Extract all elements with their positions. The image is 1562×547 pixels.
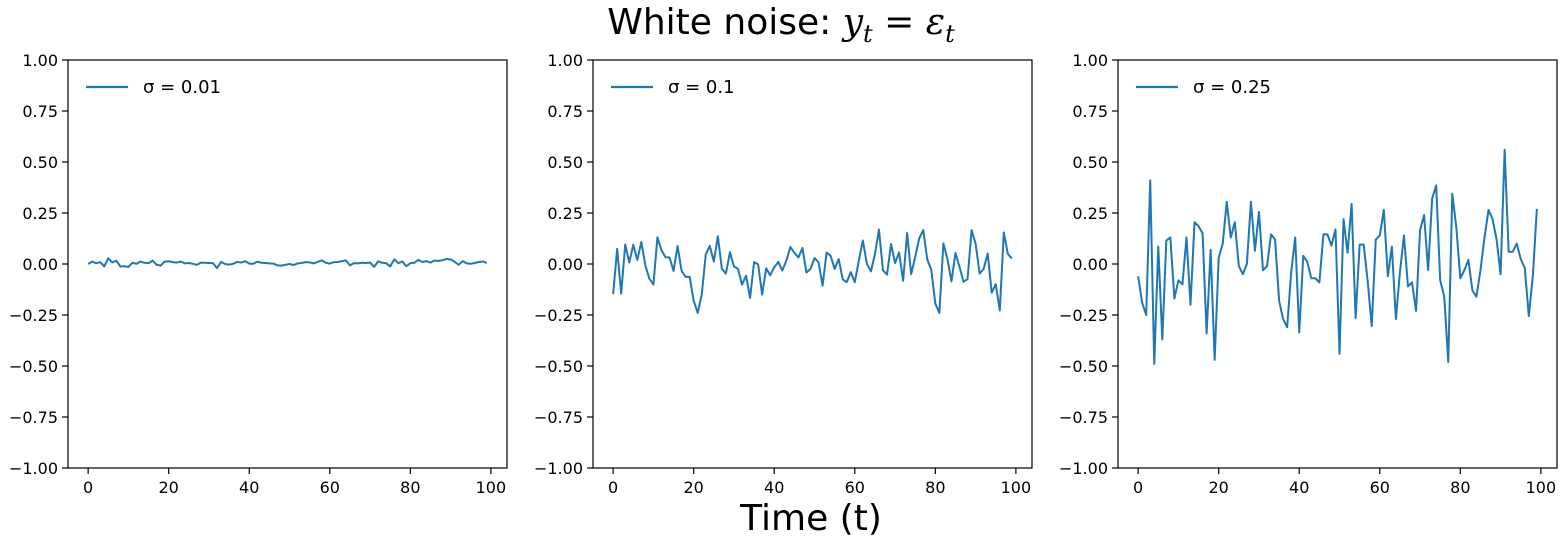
x-tick-label: 80 — [925, 478, 945, 497]
y-tick-label: 0.25 — [22, 204, 58, 223]
y-tick-label: −0.25 — [1059, 306, 1108, 325]
y-tick-label: −0.25 — [534, 306, 583, 325]
y-tick-label: 1.00 — [547, 51, 583, 70]
series-line — [1137, 148, 1538, 365]
figure-title-math-rhs: ε — [925, 2, 946, 43]
legend-label: σ = 0.01 — [143, 77, 221, 98]
y-tick-label: 0.50 — [22, 153, 58, 172]
x-tick-label: 0 — [608, 478, 618, 497]
figure-title-math: yt = εt — [842, 2, 955, 48]
y-tick-label: −0.25 — [9, 306, 58, 325]
subplot-3: 0 20 40 60 80 100 −1.00 −0.75 −0.50 −0.25 0.00 0.25… — [1059, 51, 1558, 497]
figure-title-math-lhs-sub: t — [863, 20, 873, 49]
legend-label: σ = 0.25 — [1193, 77, 1271, 98]
x-tick-label: 20 — [684, 478, 704, 497]
y-tick-label: −0.50 — [9, 357, 58, 376]
figure-title-math-eq: = — [872, 2, 926, 43]
y-tick-label: 0.75 — [1072, 102, 1108, 121]
subplot-1: 0 20 40 60 80 100 −1.00 −0.75 −0.50 −0.25 0.00 0.25… — [9, 51, 508, 497]
y-tick-label: 0.25 — [547, 204, 583, 223]
y-tick-label: −0.50 — [534, 357, 583, 376]
x-tick-label: 40 — [1289, 478, 1309, 497]
y-tick-label: −1.00 — [534, 459, 583, 478]
subplot-2: 0 20 40 60 80 100 −1.00 −0.75 −0.50 −0.25 0.00 0.25… — [534, 51, 1033, 497]
y-tick-label: −0.75 — [1059, 408, 1108, 427]
x-tick-label: 40 — [764, 478, 784, 497]
x-tick-label: 80 — [400, 478, 420, 497]
series-line — [612, 228, 1013, 314]
y-tick-label: 1.00 — [22, 51, 58, 70]
x-tick-label: 0 — [1133, 478, 1143, 497]
y-tick-label: −1.00 — [9, 459, 58, 478]
y-tick-label: 0.75 — [22, 102, 58, 121]
y-tick-label: 0.75 — [547, 102, 583, 121]
figure-title-math-rhs-sub: t — [945, 20, 955, 49]
series-line — [87, 257, 488, 270]
y-tick-label: −0.75 — [9, 408, 58, 427]
x-tick-label: 100 — [1526, 478, 1557, 497]
y-tick-label: 0.00 — [22, 255, 58, 274]
x-tick-label: 80 — [1450, 478, 1470, 497]
x-tick-label: 100 — [476, 478, 507, 497]
y-tick-label: −1.00 — [1059, 459, 1108, 478]
x-tick-label: 60 — [320, 478, 340, 497]
figure-title: White noise: yt = εt — [0, 2, 1562, 48]
legend-label: σ = 0.1 — [668, 77, 735, 98]
y-tick-label: 1.00 — [1072, 51, 1108, 70]
x-tick-label: 20 — [1209, 478, 1229, 497]
y-tick-label: 0.50 — [1072, 153, 1108, 172]
y-tick-label: −0.50 — [1059, 357, 1108, 376]
x-tick-label: 0 — [83, 478, 93, 497]
figure-title-math-lhs: y — [842, 2, 864, 43]
x-tick-label: 100 — [1001, 478, 1032, 497]
figure-title-text: White noise: — [607, 2, 843, 43]
y-tick-label: 0.50 — [547, 153, 583, 172]
x-tick-label: 40 — [239, 478, 259, 497]
y-tick-label: 0.00 — [1072, 255, 1108, 274]
y-tick-label: −0.75 — [534, 408, 583, 427]
y-tick-label: 0.00 — [547, 255, 583, 274]
x-tick-label: 20 — [159, 478, 179, 497]
x-axis-label: Time (t) — [740, 498, 882, 539]
x-tick-label: 60 — [845, 478, 865, 497]
x-tick-label: 60 — [1370, 478, 1390, 497]
y-tick-label: 0.25 — [1072, 204, 1108, 223]
